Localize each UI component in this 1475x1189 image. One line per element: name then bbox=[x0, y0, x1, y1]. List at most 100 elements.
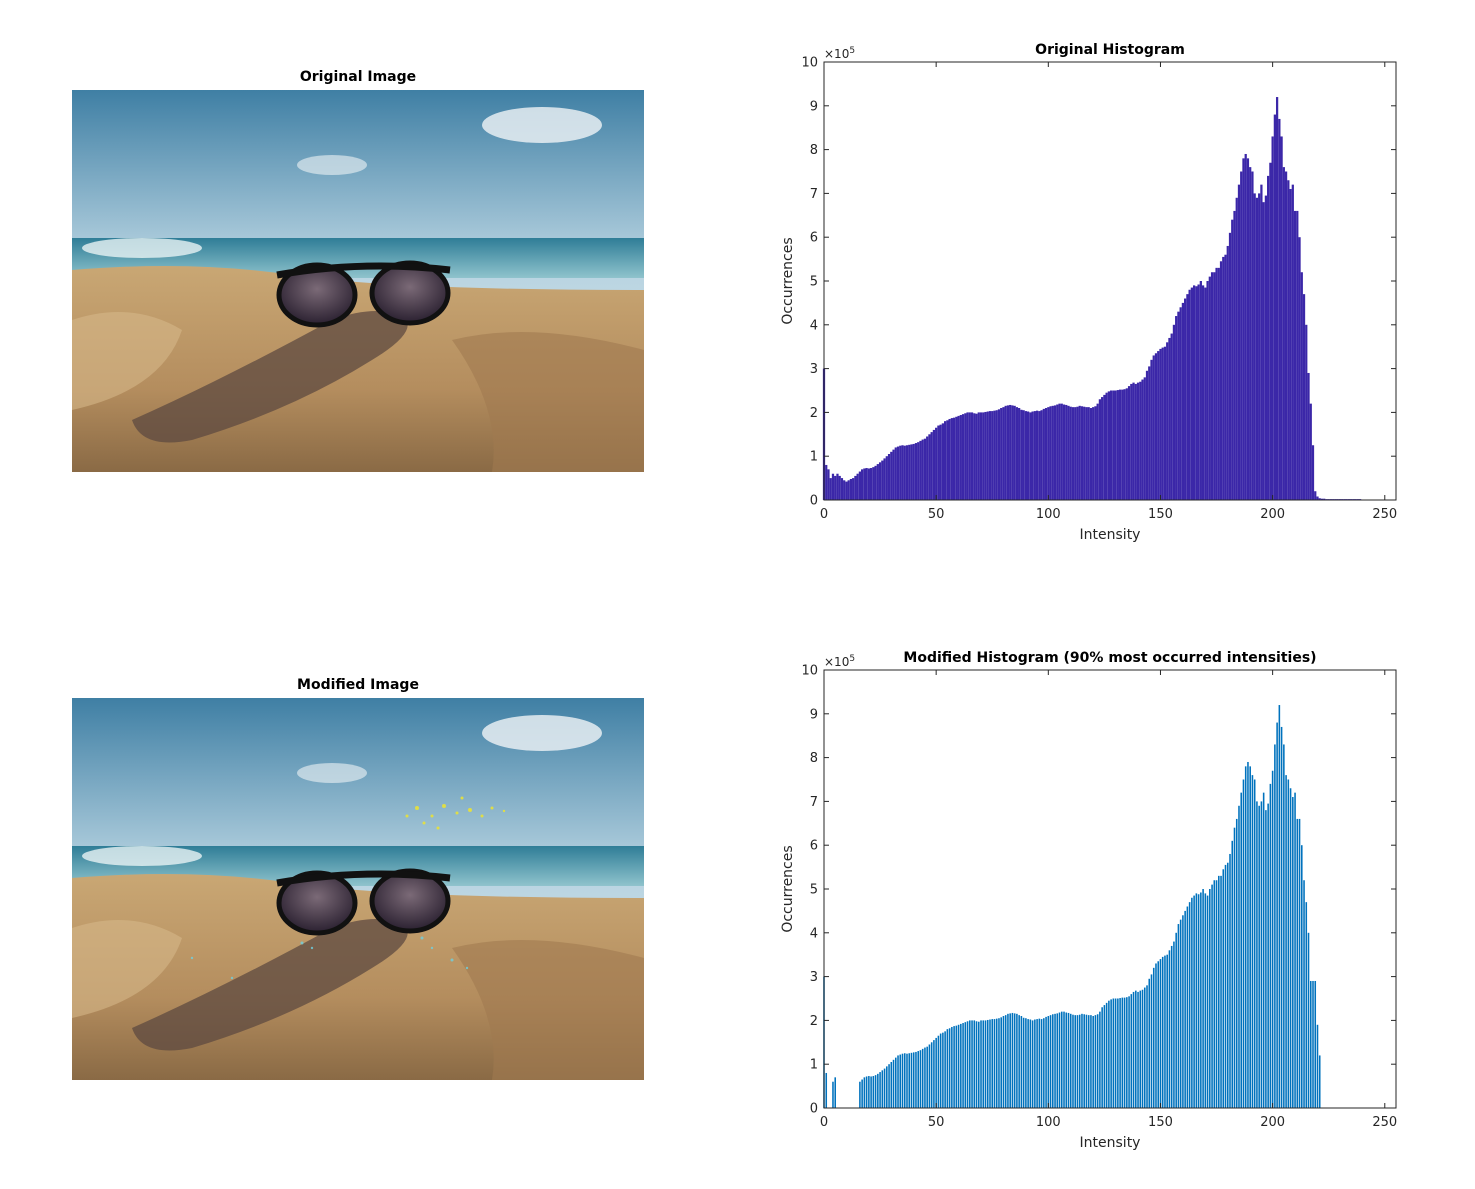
histogram-bar bbox=[1123, 997, 1126, 1108]
histogram-bar bbox=[953, 1026, 955, 1108]
histogram-bar bbox=[1274, 744, 1276, 1108]
axes-box bbox=[823, 669, 1397, 1109]
histogram-bar bbox=[1000, 408, 1003, 500]
histogram-bar bbox=[928, 434, 931, 500]
histogram-bar bbox=[903, 1053, 906, 1108]
histogram-bar bbox=[966, 412, 969, 500]
histogram-bar bbox=[1027, 411, 1030, 500]
histogram-bar bbox=[1123, 389, 1126, 500]
histogram-bar bbox=[1069, 406, 1072, 500]
y-tick-label: 7 bbox=[810, 187, 818, 202]
histogram-bar bbox=[1287, 779, 1290, 1108]
histogram-bar bbox=[1062, 404, 1066, 500]
histogram-bar bbox=[982, 412, 985, 500]
histogram-bar bbox=[993, 1019, 996, 1108]
histogram-bar bbox=[1195, 893, 1198, 1108]
histogram-bar bbox=[1181, 302, 1185, 500]
y-tick-label: 6 bbox=[810, 839, 818, 854]
histogram-bar bbox=[1081, 1013, 1083, 1108]
histogram-bar bbox=[1206, 895, 1209, 1108]
histogram-bar bbox=[1323, 498, 1326, 500]
histogram-bar bbox=[1045, 1016, 1047, 1108]
histogram-bar bbox=[971, 1020, 973, 1108]
x-tick-label: 100 bbox=[1036, 1115, 1061, 1130]
histogram-bar bbox=[1043, 1018, 1045, 1108]
histogram-bar bbox=[1018, 408, 1021, 500]
histogram-bar bbox=[979, 412, 983, 500]
histogram-bar bbox=[865, 468, 868, 500]
x-axis-label: Intensity bbox=[1080, 527, 1141, 543]
histogram-bar bbox=[1267, 175, 1270, 500]
histogram-bar bbox=[910, 444, 913, 500]
histogram-bar bbox=[1126, 997, 1128, 1108]
histogram-bar bbox=[1177, 924, 1180, 1108]
histogram-bar bbox=[856, 473, 859, 500]
histogram-bar bbox=[865, 1076, 868, 1108]
histogram-bar bbox=[1307, 372, 1310, 500]
modified-image-title: Modified Image bbox=[297, 677, 419, 693]
histogram-bar bbox=[993, 410, 996, 500]
histogram-bar bbox=[921, 1048, 924, 1108]
histogram-bar bbox=[831, 473, 835, 500]
x-axis-label: Intensity bbox=[1080, 1135, 1141, 1151]
histogram-bar bbox=[1121, 997, 1124, 1108]
histogram-bar bbox=[1052, 1014, 1054, 1108]
beach-photo-original bbox=[72, 90, 644, 472]
histogram-bar bbox=[1301, 845, 1303, 1108]
y-tick-label: 8 bbox=[810, 751, 818, 766]
histogram-bar bbox=[1029, 412, 1032, 500]
histogram-bar bbox=[1318, 1055, 1321, 1108]
histogram-bar bbox=[1215, 267, 1218, 500]
histogram-bar bbox=[937, 1035, 940, 1108]
histogram-bar bbox=[941, 423, 944, 500]
histogram-bar bbox=[903, 445, 906, 500]
histogram-bar bbox=[1074, 1015, 1077, 1108]
histogram-bar bbox=[1072, 1014, 1074, 1108]
histogram-bar bbox=[1159, 348, 1162, 500]
y-tick-label: 10 bbox=[801, 664, 818, 679]
y-tick-label: 3 bbox=[810, 970, 818, 985]
histogram-bar bbox=[1027, 1019, 1029, 1108]
x-tick-label: 200 bbox=[1260, 1115, 1285, 1130]
histogram-bar bbox=[1258, 805, 1260, 1108]
y-tick-label: 0 bbox=[810, 1102, 818, 1117]
histogram-bar bbox=[823, 976, 825, 1108]
histogram-bar bbox=[825, 1072, 828, 1108]
histogram-bar bbox=[1276, 722, 1278, 1108]
histogram-bar bbox=[836, 473, 839, 500]
histogram-bar bbox=[899, 1054, 902, 1108]
histogram-bar bbox=[1220, 875, 1222, 1108]
original-image-title: Original Image bbox=[299, 69, 417, 85]
histogram-bar bbox=[919, 440, 922, 500]
histogram-bar bbox=[982, 1020, 985, 1108]
y-tick-label: 2 bbox=[810, 406, 818, 421]
histogram-bar bbox=[1186, 294, 1189, 500]
histogram-bar bbox=[1282, 167, 1285, 500]
histogram-bar bbox=[968, 412, 971, 500]
histogram-bar bbox=[1067, 405, 1070, 500]
histogram-bar bbox=[1191, 897, 1193, 1108]
histogram-bar bbox=[1298, 818, 1301, 1108]
histogram-bar bbox=[948, 418, 951, 500]
histogram-bar bbox=[926, 1046, 928, 1108]
histogram-bar bbox=[1016, 1013, 1018, 1108]
histogram-bar bbox=[1302, 294, 1306, 500]
histogram-bar bbox=[1038, 411, 1041, 500]
histogram-bar bbox=[1119, 998, 1121, 1108]
histogram-bar bbox=[1296, 818, 1299, 1108]
histogram-bar bbox=[973, 413, 976, 500]
histogram-bar bbox=[1047, 1016, 1050, 1108]
histogram-bar bbox=[1298, 237, 1301, 500]
histogram-bar bbox=[1141, 989, 1144, 1108]
histogram-bar bbox=[1155, 963, 1157, 1108]
histogram-bar bbox=[1235, 197, 1238, 500]
histogram-bar bbox=[1002, 1016, 1005, 1108]
histogram-bar bbox=[1103, 1005, 1106, 1108]
histogram-bar bbox=[834, 1077, 836, 1108]
histogram-bar bbox=[989, 1019, 991, 1108]
histogram-bar bbox=[1049, 1015, 1052, 1108]
histogram-bar bbox=[1184, 298, 1187, 500]
x-tick-label: 250 bbox=[1372, 507, 1397, 522]
histogram-bar bbox=[1172, 324, 1176, 500]
histogram-bar bbox=[950, 418, 953, 500]
